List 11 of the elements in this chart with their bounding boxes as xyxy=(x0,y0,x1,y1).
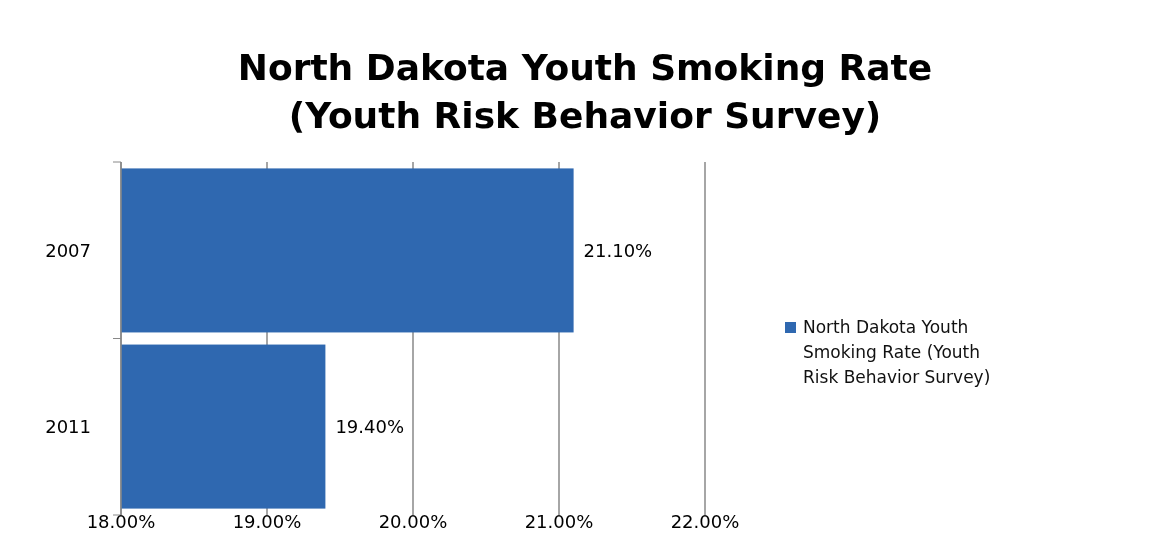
legend-label: North Dakota Youth Smoking Rate (Youth Risk Behavior Survey) xyxy=(803,317,991,387)
x-tick-label: 19.00% xyxy=(232,511,302,532)
x-tick-label: 21.00% xyxy=(524,511,594,532)
y-tick-label: 2011 xyxy=(45,415,91,437)
x-tick-label: 22.00% xyxy=(670,511,740,532)
data-label: 21.10% xyxy=(583,239,653,261)
data-label: 19.40% xyxy=(335,415,405,437)
x-tick-label: 18.00% xyxy=(86,511,156,532)
y-tick-label: 2007 xyxy=(45,239,91,261)
x-tick-label: 20.00% xyxy=(378,511,448,532)
chart-title: North Dakota Youth Smoking Rate (Youth Risk Behavior Survey) xyxy=(237,47,933,136)
